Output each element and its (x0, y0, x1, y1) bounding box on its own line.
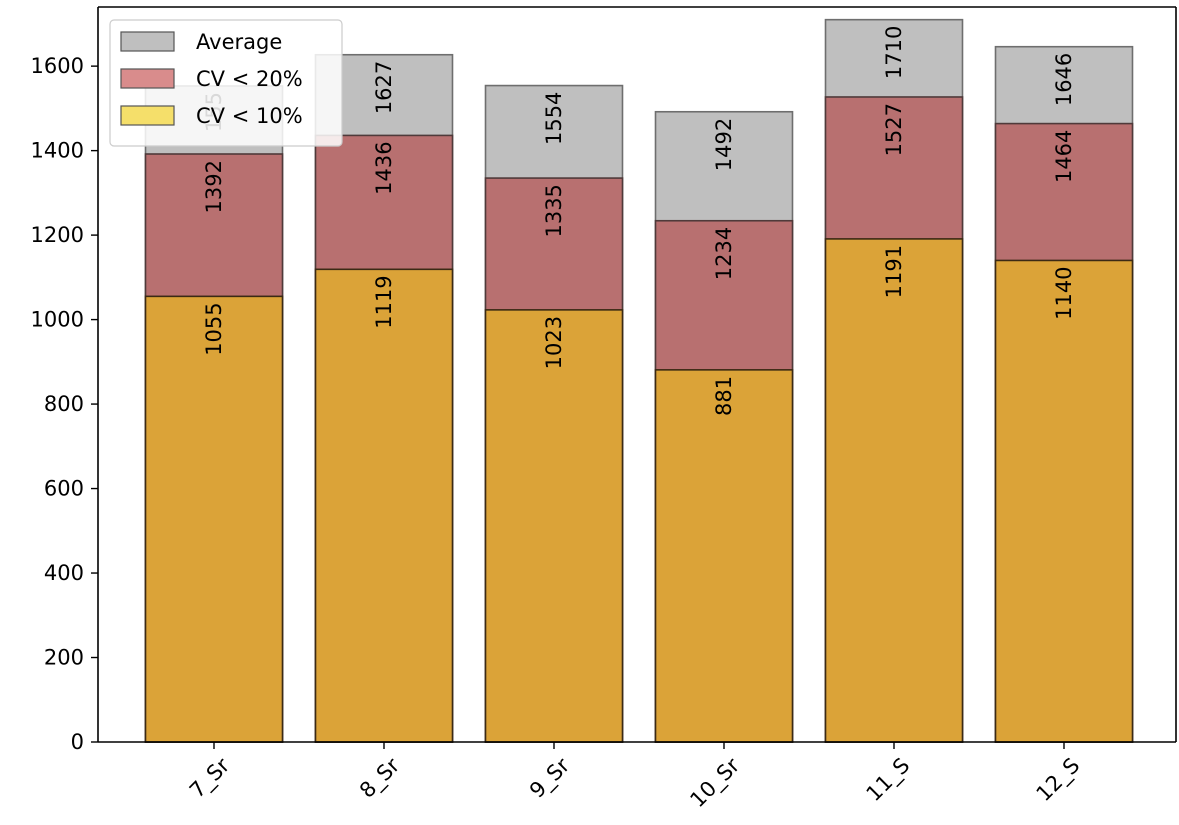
data-label-cv20-7_Sr: 1392 (202, 160, 226, 213)
data-label-cv20-10_Sr: 1234 (712, 227, 736, 280)
x-tick-label-9_Sr: 9_Sr (525, 753, 575, 803)
x-tick-label-8_Sr: 8_Sr (355, 753, 405, 803)
data-label-cv20-9_Sr: 1335 (542, 184, 566, 237)
data-label-cv10-9_Sr: 1023 (542, 316, 566, 369)
x-tick-label-10_Sr: 10_Sr (685, 753, 745, 813)
legend-label-0: Average (196, 30, 282, 54)
data-label-average-10_Sr: 1492 (712, 118, 736, 171)
bar-cv10-10_Sr (654, 369, 794, 743)
bar-cv10-8_Sr (314, 268, 454, 743)
data-label-cv10-12_S: 1140 (1052, 266, 1076, 319)
bar-cv10-7_Sr (144, 295, 284, 743)
data-label-cv10-7_Sr: 1055 (202, 302, 226, 355)
data-label-cv10-11_S: 1191 (882, 245, 906, 298)
data-label-average-9_Sr: 1554 (542, 92, 566, 145)
legend-swatch-0 (120, 31, 175, 52)
data-labels-layer: 1551627155414921710164613921436133512341… (202, 26, 1076, 416)
legend-label-1: CV < 20% (196, 67, 303, 91)
data-label-average-11_S: 1710 (882, 26, 906, 79)
data-label-cv20-12_S: 1464 (1052, 130, 1076, 183)
data-label-cv10-10_Sr: 881 (712, 376, 736, 416)
data-label-cv10-8_Sr: 1119 (372, 275, 396, 328)
legend: Average CV < 20% CV < 10% (109, 19, 343, 147)
data-label-average-12_S: 1646 (1052, 53, 1076, 106)
x-tick-label-12_S: 12_S (1032, 753, 1085, 806)
y-tick-label-1400: 1400 (31, 139, 84, 163)
bars-layer (144, 18, 1134, 743)
y-tick-label-1000: 1000 (31, 308, 84, 332)
y-tick-label-400: 400 (44, 561, 84, 585)
bar-cv10-11_S (824, 238, 964, 743)
x-tick-label-11_S: 11_S (862, 753, 915, 806)
legend-swatch-1 (120, 68, 175, 89)
y-tick-label-800: 800 (44, 392, 84, 416)
bar-cv10-12_S (994, 259, 1134, 743)
legend-swatch-2 (120, 105, 175, 126)
y-tick-label-0: 0 (71, 730, 84, 754)
legend-label-2: CV < 10% (196, 104, 303, 128)
y-tick-label-200: 200 (44, 646, 84, 670)
data-label-cv20-11_S: 1527 (882, 103, 906, 156)
x-tick-label-7_Sr: 7_Sr (185, 753, 235, 803)
y-tick-label-1600: 1600 (31, 54, 84, 78)
y-tick-label-600: 600 (44, 477, 84, 501)
y-tick-label-1200: 1200 (31, 223, 84, 247)
data-label-cv20-8_Sr: 1436 (372, 141, 396, 194)
data-label-average-8_Sr: 1627 (372, 61, 396, 114)
bar-cv10-9_Sr (484, 309, 624, 743)
